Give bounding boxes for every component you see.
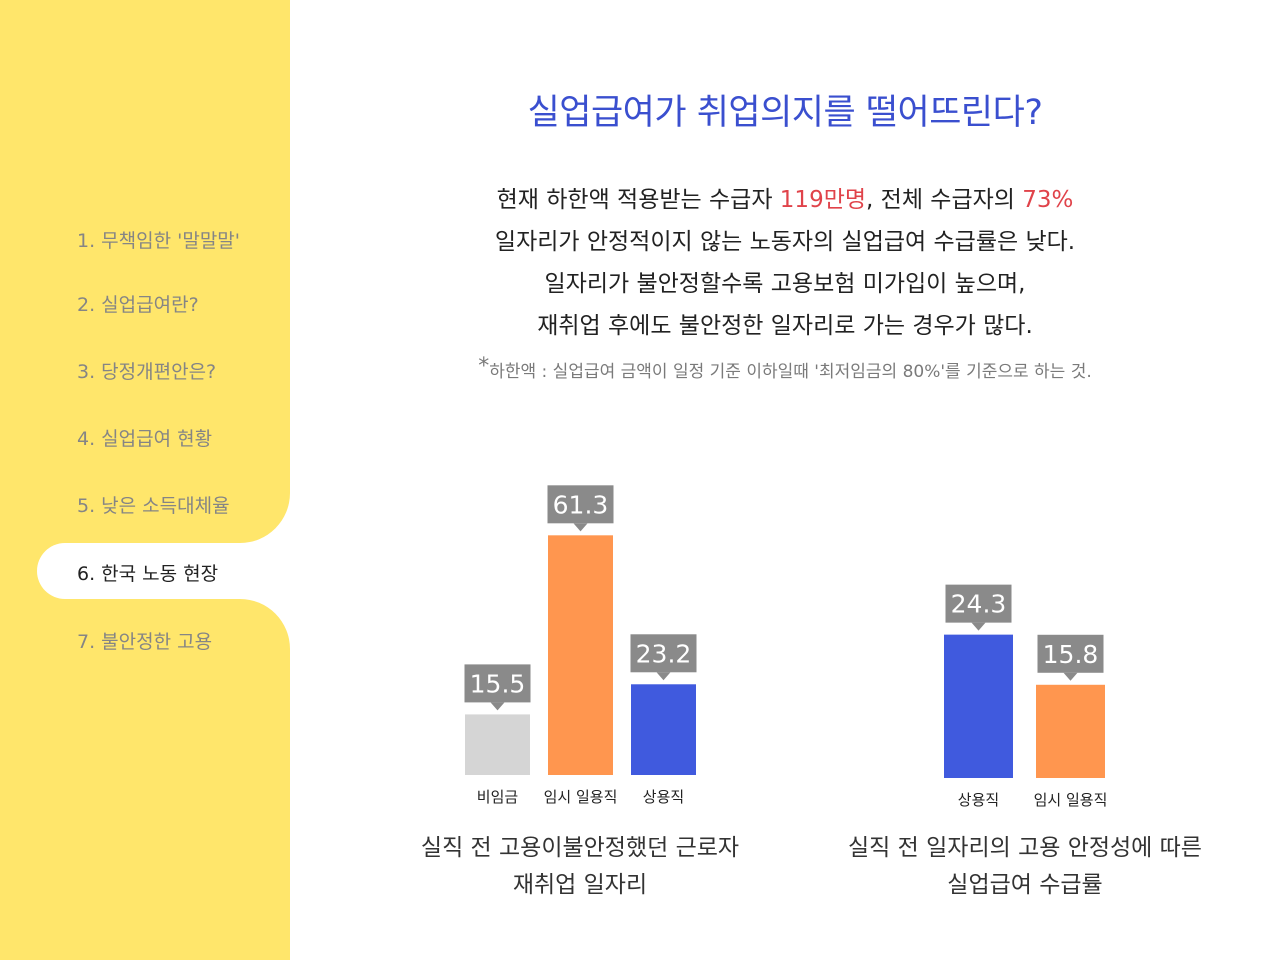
footnote-star: * — [478, 354, 490, 379]
highlight-count: 119만명 — [779, 187, 867, 213]
chart-reemployment: 15.5 비임금 61.3 임시 일용직 23.2 상용직 — [464, 485, 697, 806]
chart1-caption-line2: 재취업 일자리 — [512, 872, 648, 898]
chart1-value-label-1: 61.3 — [553, 490, 609, 519]
chart1-value-box-0 — [464, 664, 531, 703]
chart1-bar-2 — [631, 684, 696, 775]
desc-line1-prefix: 현재 하한액 적용받는 수급자 — [496, 187, 780, 213]
desc-line1-mid: , 전체 수급자의 — [866, 187, 1023, 213]
nav-curve-top — [240, 493, 290, 543]
chart1-caption: 실직 전 고용이불안정했던 근로자 재취업 일자리 — [380, 830, 780, 904]
chart2-value-box-0 — [945, 584, 1012, 623]
sidebar: 1. 무책임한 '말말말' 2. 실업급여란? 3. 당정개편안은? 4. 실업… — [0, 0, 290, 960]
chart2-caption: 실직 전 일자리의 고용 안정성에 따른 실업급여 수급률 — [810, 830, 1240, 904]
chart1-value-label-0: 15.5 — [470, 669, 526, 698]
chart2-value-label-0: 24.3 — [951, 590, 1007, 619]
description-line-1: 현재 하한액 적용받는 수급자 119만명, 전체 수급자의 73% — [290, 180, 1280, 214]
chart1-category-label-2: 상용직 — [643, 788, 684, 806]
highlight-percent: 73% — [1022, 187, 1074, 213]
sidebar-item-1[interactable]: 1. 무책임한 '말말말' — [77, 230, 241, 252]
sidebar-item-5[interactable]: 5. 낮은 소득대체율 — [77, 495, 230, 517]
description-line-4: 재취업 후에도 불안정한 일자리로 가는 경우가 많다. — [537, 313, 1033, 339]
chart1-value-box-1 — [547, 485, 614, 524]
page-title: 실업급여가 취업의지를 떨어뜨린다? — [527, 93, 1043, 133]
sidebar-item-6-label: 6. 한국 노동 현장 — [77, 563, 219, 585]
chart1-value-pointer-1 — [573, 523, 588, 532]
footnote-text: 하한액 : 실업급여 금액이 일정 기준 이하일때 '최저임금의 80%'를 기… — [489, 362, 1092, 382]
chart1-category-label-1: 임시 일용직 — [544, 788, 618, 806]
chart2-value-box-1 — [1037, 634, 1104, 673]
chart2-value-pointer-0 — [971, 622, 986, 631]
sidebar-item-3[interactable]: 3. 당정개편안은? — [77, 361, 217, 383]
chart1-bar-1 — [548, 535, 613, 775]
chart2-bar-1 — [1036, 684, 1105, 778]
sidebar-item-4[interactable]: 4. 실업급여 현황 — [77, 428, 213, 450]
nav-curve-bottom — [240, 599, 290, 649]
chart2-value-pointer-1 — [1063, 672, 1078, 681]
chart2-bar-0 — [944, 634, 1013, 778]
chart1-bar-0 — [465, 714, 530, 775]
chart2-caption-line1: 실직 전 일자리의 고용 안정성에 따른 — [848, 835, 1202, 861]
sidebar-item-7[interactable]: 7. 불안정한 고용 — [77, 631, 213, 653]
chart2-category-label-1: 임시 일용직 — [1034, 791, 1108, 809]
chart-benefit-rate: 24.3 상용직 15.8 임시 일용직 — [944, 584, 1108, 809]
footnote: *하한액 : 실업급여 금액이 일정 기준 이하일때 '최저임금의 80%'를 … — [290, 354, 1280, 382]
chart1-caption-line1: 실직 전 고용이불안정했던 근로자 — [420, 835, 740, 861]
chart1-value-pointer-2 — [656, 672, 671, 681]
sidebar-item-2[interactable]: 2. 실업급여란? — [77, 294, 199, 316]
chart1-value-label-2: 23.2 — [636, 639, 692, 668]
chart1-value-box-2 — [630, 634, 697, 673]
description-line-2: 일자리가 안정적이지 않는 노동자의 실업급여 수급률은 낮다. — [494, 229, 1076, 255]
chart2-caption-line2: 실업급여 수급률 — [947, 872, 1103, 898]
chart1-value-pointer-0 — [490, 702, 505, 711]
sidebar-item-6-active[interactable]: 6. 한국 노동 현장 — [37, 543, 290, 599]
chart2-value-label-1: 15.8 — [1043, 640, 1099, 669]
description-line-3: 일자리가 불안정할수록 고용보험 미가입이 높으며, — [544, 271, 1026, 297]
chart2-category-label-0: 상용직 — [958, 791, 999, 809]
chart1-category-label-0: 비임금 — [477, 788, 519, 806]
